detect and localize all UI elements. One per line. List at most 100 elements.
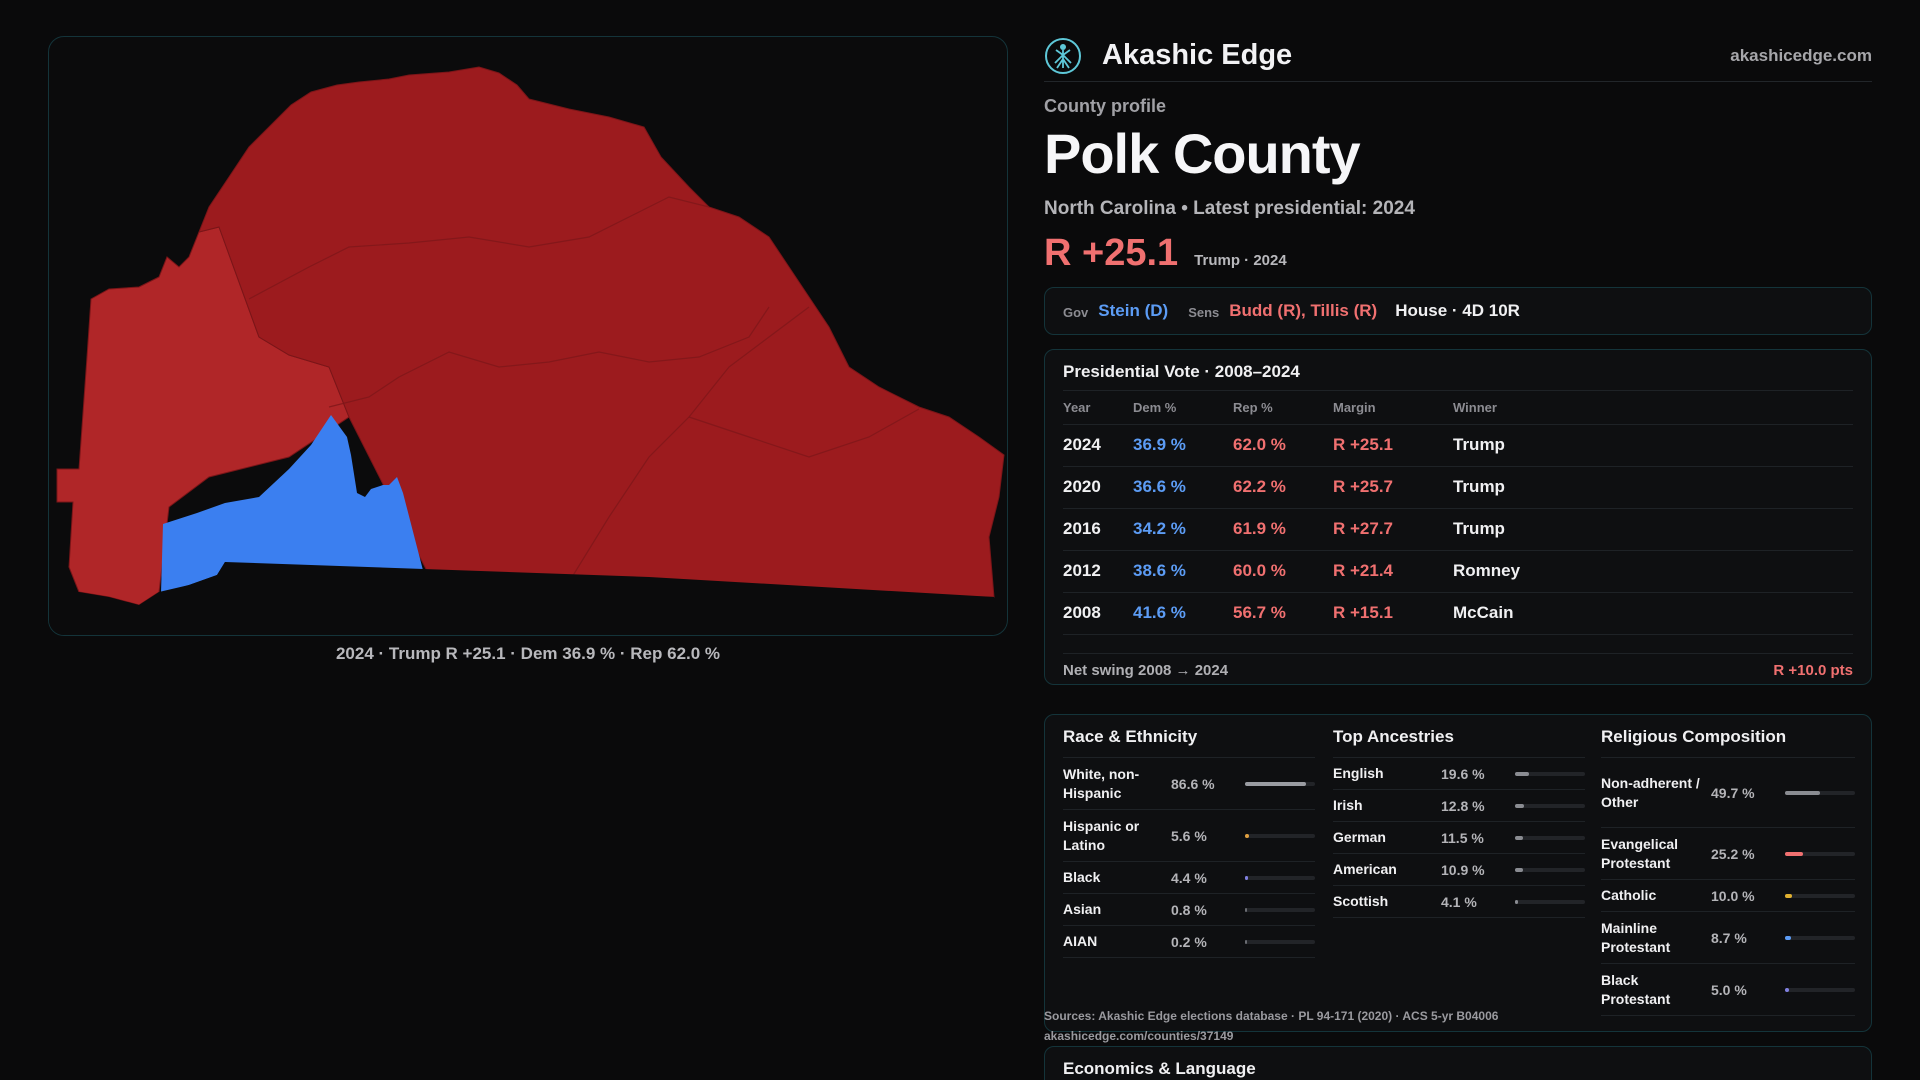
race-value: 0.2 %	[1171, 933, 1207, 950]
headline-margin-row: R +25.1 Trump · 2024	[1044, 232, 1872, 275]
brand-name[interactable]: Akashic Edge	[1102, 39, 1293, 71]
vote-table-header: Year Dem % Rep % Margin Winner	[1063, 389, 1853, 425]
ancestry-bar	[1515, 899, 1585, 904]
county-map[interactable]	[49, 37, 1008, 636]
vote-row-2024: 2024 36.9 % 62.0 % R +25.1 Trump	[1063, 424, 1853, 467]
race-bar	[1245, 833, 1315, 838]
vote-cell-winner: Trump	[1453, 466, 1853, 509]
ancestry-bar	[1515, 835, 1585, 840]
ancestry-label: American	[1333, 861, 1397, 878]
vote-cell-winner: Trump	[1453, 508, 1853, 551]
race-value: 4.4 %	[1171, 869, 1207, 886]
profile-label: County profile	[1044, 96, 1166, 116]
race-row: Black 4.4 %	[1063, 862, 1315, 894]
vote-cell-margin: R +21.4	[1333, 550, 1453, 593]
economics-panel: Economics & Language	[1044, 1046, 1872, 1080]
page-title: Polk County	[1044, 122, 1361, 185]
religion-label: Black Protestant	[1601, 971, 1671, 1007]
religion-label: Non-adherent / Other	[1601, 774, 1700, 810]
vote-title: Presidential Vote · 2008–2024	[1063, 361, 1300, 381]
col-winner: Winner	[1453, 389, 1853, 425]
ancestry-row: American 10.9 %	[1333, 854, 1585, 886]
ancestry-row: Irish 12.8 %	[1333, 790, 1585, 822]
sources-text: Sources: Akashic Edge elections database…	[1044, 1009, 1499, 1023]
ancestry-value: 10.9 %	[1441, 861, 1485, 878]
religion-title: Religious Composition	[1601, 727, 1855, 758]
vote-cell-year: 2012	[1063, 550, 1133, 593]
brand-url[interactable]: akashicedge.com	[1730, 45, 1872, 65]
econ-title: Economics & Language	[1063, 1059, 1256, 1078]
map-caption: 2024 · Trump R +25.1 · Dem 36.9 % · Rep …	[335, 644, 721, 663]
race-row: White, non-Hispanic 86.6 %	[1063, 758, 1315, 810]
vote-cell-year: 2016	[1063, 508, 1133, 551]
vote-cell-rep: 62.2 %	[1233, 466, 1333, 509]
vote-row-2008: 2008 41.6 % 56.7 % R +15.1 McCain	[1063, 592, 1853, 635]
religion-bar-fill	[1785, 851, 1803, 856]
ancestry-row: Scottish 4.1 %	[1333, 886, 1585, 918]
ancestry-bar-fill	[1515, 867, 1523, 872]
religion-value: 10.0 %	[1711, 887, 1755, 904]
vote-table: Year Dem % Rep % Margin Winner 2024 36.9 …	[1063, 389, 1853, 635]
ancestry-label: Scottish	[1333, 893, 1389, 910]
source-link[interactable]: akashicedge.com/counties/37149	[1044, 1029, 1234, 1044]
vote-cell-margin: R +15.1	[1333, 592, 1453, 635]
swing-label: Net swing 2008 → 2024	[1063, 661, 1229, 679]
col-rep: Rep %	[1233, 389, 1333, 425]
religion-bar	[1785, 893, 1855, 898]
ancestry-value: 12.8 %	[1441, 797, 1485, 814]
county-map-panel	[48, 36, 1008, 636]
vote-cell-dem: 34.2 %	[1133, 508, 1233, 551]
race-bar-fill	[1245, 833, 1249, 838]
race-value: 0.8 %	[1171, 901, 1207, 918]
ancestry-bar-fill	[1515, 771, 1529, 776]
ancestry-bar-fill	[1515, 803, 1524, 808]
presidential-vote-panel: Presidential Vote · 2008–2024 Year Dem %…	[1044, 348, 1872, 685]
demographics-panel: Race & Ethnicity White, non-Hispanic 86.6…	[1044, 714, 1872, 1032]
religion-bar	[1785, 851, 1855, 856]
net-swing-row: Net swing 2008 → 2024 R +10.0 pts	[1063, 652, 1853, 679]
race-bar	[1245, 939, 1315, 944]
vote-cell-margin: R +25.1	[1333, 424, 1453, 467]
vote-cell-rep: 56.7 %	[1233, 592, 1333, 635]
ancestry-bar	[1515, 771, 1585, 776]
ancestry-label: German	[1333, 829, 1386, 846]
ancestry-label: Irish	[1333, 797, 1363, 814]
profile-column: Akashic Edge akashicedge.com County prof…	[1044, 30, 1872, 685]
religion-label: Catholic	[1601, 887, 1657, 904]
vote-cell-year: 2020	[1063, 466, 1133, 509]
religion-bar-fill	[1785, 935, 1792, 940]
ancestry-title: Top Ancestries	[1333, 727, 1585, 758]
ancestry-value: 11.5 %	[1441, 829, 1484, 846]
religion-bar-fill	[1785, 893, 1792, 898]
brand-header: Akashic Edge akashicedge.com	[1044, 30, 1872, 82]
religion-bar	[1785, 790, 1855, 795]
race-label: Asian	[1063, 901, 1102, 918]
religion-row: Non-adherent / Other 49.7 %	[1601, 758, 1855, 828]
gov-value: Stein (D)	[1098, 300, 1169, 320]
race-label: Black	[1063, 869, 1101, 886]
county-subtitle: North Carolina • Latest presidential: 20…	[1044, 197, 1415, 219]
ancestry-value: 4.1 %	[1441, 893, 1477, 910]
race-bar	[1245, 875, 1315, 880]
religion-row: Mainline Protestant 8.7 %	[1601, 912, 1855, 964]
race-bar	[1245, 907, 1315, 912]
ancestry-label: English	[1333, 765, 1384, 782]
vote-cell-winner: Trump	[1453, 424, 1853, 467]
ancestry-row: English 19.6 %	[1333, 758, 1585, 790]
religion-bar-fill	[1785, 987, 1789, 992]
map-precinct-dem[interactable]	[161, 415, 425, 593]
race-bar-fill	[1245, 781, 1306, 786]
race-bar-fill	[1245, 939, 1247, 944]
religion-row: Black Protestant 5.0 %	[1601, 964, 1855, 1016]
race-value: 5.6 %	[1171, 827, 1207, 844]
tree-of-life-icon[interactable]	[1044, 37, 1082, 75]
religion-label: Mainline Protestant	[1601, 919, 1671, 955]
vote-cell-winner: McCain	[1453, 592, 1853, 635]
religion-value: 5.0 %	[1711, 981, 1747, 998]
religion-bar	[1785, 987, 1855, 992]
swing-value: R +10.0 pts	[1773, 661, 1853, 679]
religion-row: Catholic 10.0 %	[1601, 880, 1855, 912]
ancestry-row: German 11.5 %	[1333, 822, 1585, 854]
race-bar-fill	[1245, 907, 1247, 912]
ancestry-bar	[1515, 867, 1585, 872]
